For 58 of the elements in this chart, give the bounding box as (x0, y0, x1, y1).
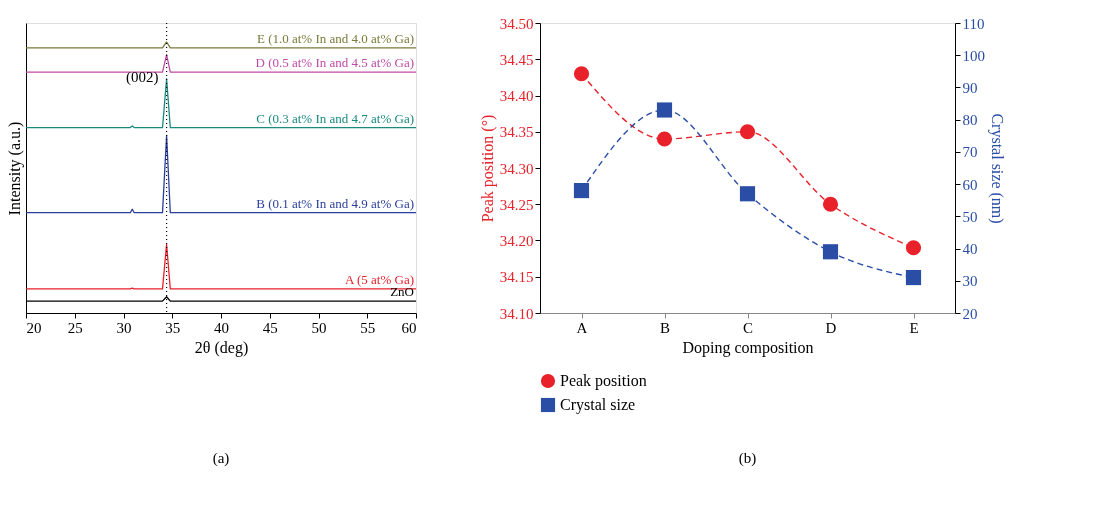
y2-tick-label: 90 (962, 79, 978, 96)
x-tick-label: 45 (262, 319, 278, 336)
y2-tick-label: 70 (962, 144, 978, 161)
series-label: E (1.0 at% In and 4.0 at% Ga) (256, 30, 414, 46)
x-tick-label: 60 (401, 319, 417, 336)
point (573, 66, 590, 82)
y-tick-label: 34.25 (499, 196, 534, 213)
x-axis-title: Doping composition (682, 338, 814, 357)
point (822, 244, 839, 260)
x-tick-label: 25 (67, 319, 83, 336)
y-tick-label: 34.15 (499, 269, 534, 286)
series-label: D (0.5 at% In and 4.5 at% Ga) (255, 55, 414, 71)
y2-tick-label: 20 (962, 305, 978, 322)
y-tick-label: 34.30 (499, 160, 534, 177)
y2-tick-label: 100 (962, 47, 985, 64)
y-axis-title: Intensity (a.u.) (5, 121, 24, 216)
annotation: (002) (126, 69, 159, 87)
y2-tick-label: 80 (962, 112, 978, 129)
y2-tick-label: 30 (962, 273, 978, 290)
y2-axis-title: Crystal size (nm) (988, 113, 1006, 224)
point (739, 186, 756, 202)
series-label: A (5 at% Ga) (345, 271, 414, 287)
point (905, 269, 922, 286)
y-tick-label: 34.10 (499, 305, 534, 322)
x-tick-label: 35 (165, 319, 181, 336)
text: (b) (738, 450, 757, 467)
x-tick-label: 55 (360, 319, 376, 336)
text: (a) (212, 450, 230, 467)
y-tick-label: 34.40 (499, 88, 534, 104)
y2-tick-label: 110 (962, 15, 985, 32)
x-tick-label: C (742, 319, 754, 336)
x-tick-label: A (576, 319, 588, 336)
y2-tick-label: 40 (962, 241, 978, 258)
x-tick-label: 20 (26, 319, 42, 336)
series-label: B (0.1 at% In and 4.9 at% Ga) (256, 195, 414, 211)
y-tick-label: 34.50 (499, 15, 534, 32)
y2-tick-label: 50 (962, 208, 978, 225)
series-label: C (0.3 at% In and 4.7 at% Ga) (256, 110, 414, 126)
y-tick-label: 34.45 (499, 51, 534, 68)
x-tick-label: D (825, 319, 837, 336)
legend-label: Crystal size (560, 396, 636, 414)
legend-label: Peak position (560, 372, 647, 390)
point (656, 131, 673, 147)
x-tick-label: B (659, 319, 671, 336)
x-tick-label: 50 (311, 319, 327, 336)
x-tick-label: E (909, 319, 919, 336)
point (905, 240, 922, 256)
x-tick-label: 40 (214, 319, 229, 336)
point (739, 124, 756, 140)
x-axis-title: 2θ (deg) (194, 338, 249, 357)
y-axis-title: Peak position (°) (478, 114, 497, 223)
y-tick-label: 34.35 (499, 124, 534, 141)
x-tick-label: 30 (116, 319, 132, 336)
point (573, 182, 590, 199)
y2-tick-label: 60 (962, 176, 978, 193)
y-tick-label: 34.20 (499, 233, 534, 249)
point (822, 196, 839, 212)
point (656, 102, 673, 118)
